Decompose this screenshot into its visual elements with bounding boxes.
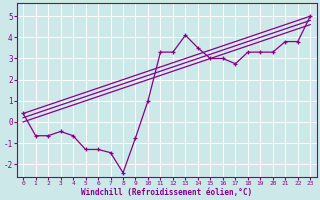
X-axis label: Windchill (Refroidissement éolien,°C): Windchill (Refroidissement éolien,°C): [81, 188, 252, 197]
